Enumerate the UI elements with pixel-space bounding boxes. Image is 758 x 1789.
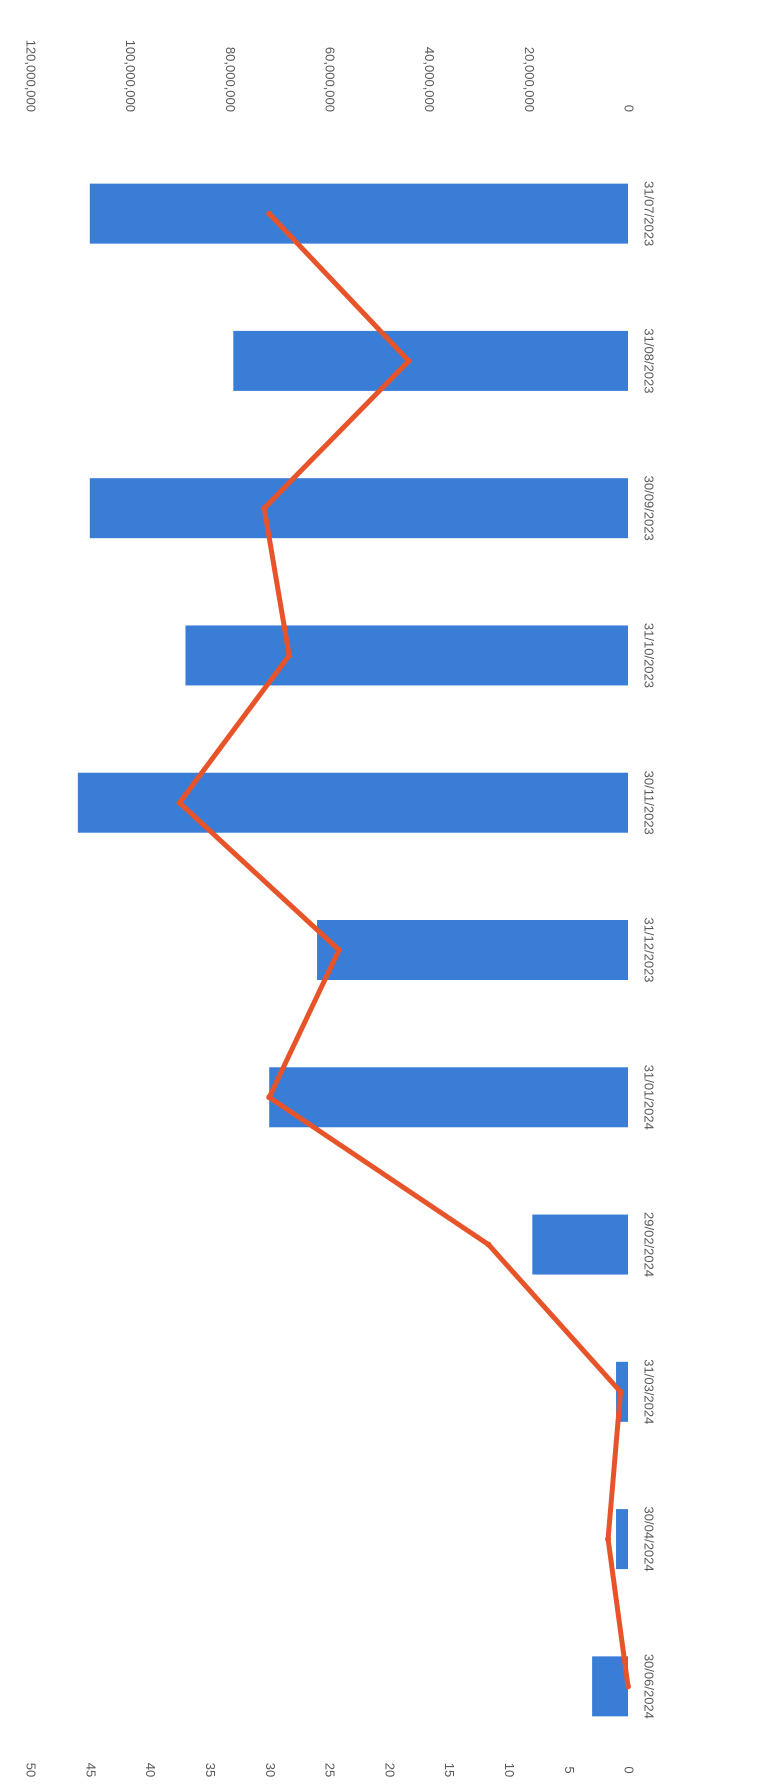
secondary-tick-0: 0 [622, 105, 637, 112]
bar-1 [233, 330, 628, 391]
primary-tick-5: 25 [323, 1763, 338, 1777]
category-label-6: 31/01/2024 [642, 1065, 657, 1130]
primary-tick-8: 40 [143, 1763, 158, 1777]
category-label-8: 31/03/2024 [642, 1359, 657, 1424]
category-label-0: 31/07/2023 [642, 181, 657, 246]
primary-tick-10: 50 [24, 1763, 39, 1777]
primary-tick-3: 15 [442, 1763, 457, 1777]
primary-tick-6: 30 [263, 1763, 278, 1777]
line-point-2 [261, 505, 268, 512]
primary-tick-7: 35 [203, 1763, 218, 1777]
secondary-tick-2: 40,000,000 [422, 47, 437, 112]
category-label-10: 30/06/2024 [642, 1654, 657, 1719]
bar-3 [185, 625, 629, 686]
secondary-tick-5: 100,000,000 [123, 40, 138, 112]
line-point-10 [625, 1683, 631, 1690]
primary-tick-9: 45 [83, 1763, 98, 1777]
primary-tick-0: 0 [622, 1766, 637, 1773]
primary-tick-2: 10 [502, 1763, 517, 1777]
tick-labels: 31/07/2023 31/08/2023 30/09/2023 31/10/2023… [24, 40, 657, 1778]
line-point-6 [266, 1094, 273, 1101]
secondary-tick-6: 120,000,000 [24, 40, 39, 112]
line-point-3 [286, 652, 293, 659]
primary-tick-1: 5 [562, 1766, 577, 1773]
bar-6 [269, 1067, 628, 1128]
category-label-5: 31/12/2023 [642, 917, 657, 982]
line-point-1 [405, 357, 412, 364]
category-label-2: 30/09/2023 [642, 476, 657, 541]
bar-10 [592, 1656, 628, 1717]
category-label-9: 30/04/2024 [642, 1507, 657, 1572]
line-points [176, 210, 631, 1690]
bar-2 [89, 478, 629, 539]
line-point-4 [176, 799, 183, 806]
category-label-1: 31/08/2023 [642, 328, 657, 393]
line-point-8 [617, 1388, 624, 1395]
line-point-7 [485, 1241, 492, 1248]
line-point-9 [605, 1536, 612, 1543]
bar-0 [89, 183, 629, 244]
secondary-tick-1: 20,000,000 [522, 47, 537, 112]
bar-4 [77, 772, 629, 833]
category-label-4: 30/11/2023 [642, 771, 657, 835]
line-point-5 [335, 947, 342, 953]
bar-9 [616, 1509, 628, 1570]
primary-tick-4: 20 [382, 1763, 397, 1777]
category-label-7: 29/02/2024 [642, 1212, 657, 1277]
bar-series [77, 183, 629, 1717]
line-point-0 [266, 210, 273, 217]
secondary-tick-3: 60,000,000 [323, 47, 338, 112]
secondary-tick-4: 80,000,000 [223, 47, 238, 112]
bar-5 [317, 920, 628, 980]
category-label-3: 31/10/2023 [642, 623, 657, 688]
bar-7 [532, 1214, 628, 1275]
